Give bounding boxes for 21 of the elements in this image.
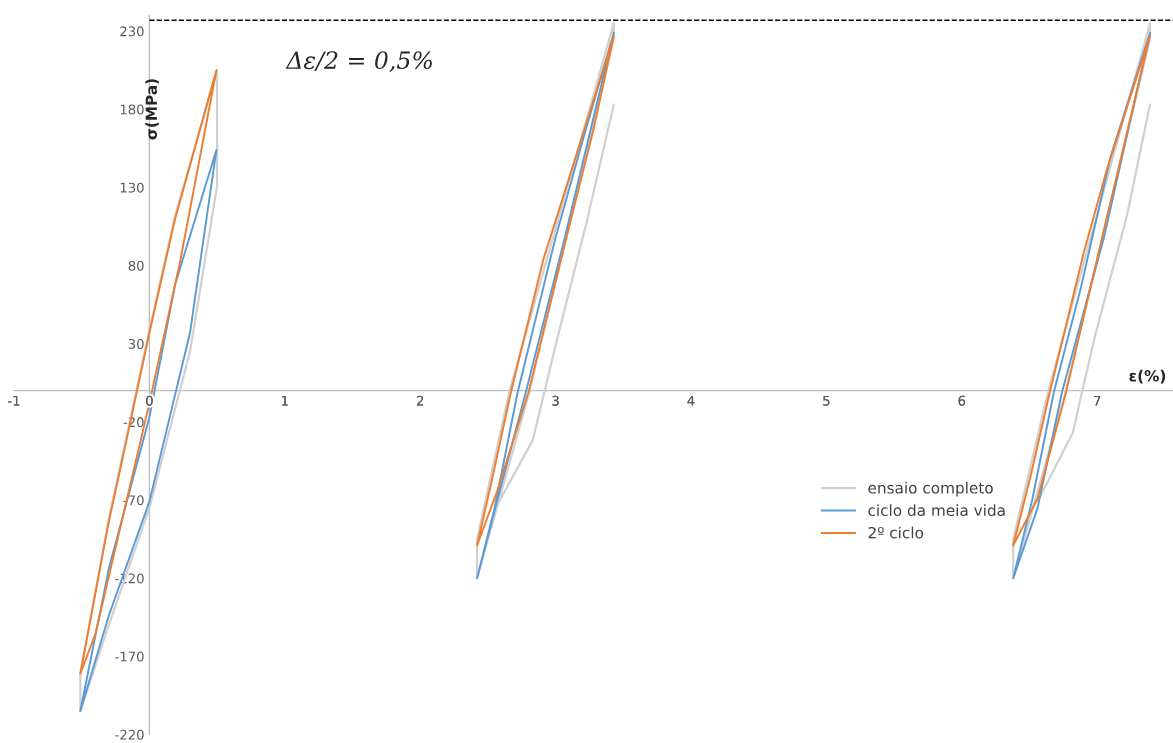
x-tick-label: 5: [823, 395, 830, 406]
legend-label: ensaio completo: [868, 481, 993, 497]
x-tick-label: 6: [958, 395, 966, 406]
x-tick-label: 1: [282, 395, 288, 406]
x-tick-label: 3: [552, 395, 559, 406]
y-axis-title: σ(MPa): [145, 79, 159, 140]
y-tick-label: 180: [120, 104, 144, 115]
y-tick-label: 130: [120, 182, 144, 193]
legend-label: ciclo da meia vida: [868, 504, 1005, 517]
y-tick-label: 30: [128, 338, 144, 349]
x-tick-label: 4: [687, 395, 695, 406]
x-tick-label: -1: [8, 395, 20, 406]
legend-label: 2º ciclo: [868, 526, 924, 539]
annotation: Δε/2 = 0,5%: [285, 51, 432, 72]
x-tick-label: 2: [416, 395, 424, 406]
x-axis-title: ε(%): [1129, 369, 1166, 384]
y-tick-label: -220: [115, 729, 144, 740]
y-tick-label: 230: [120, 26, 144, 37]
y-tick-label: -170: [115, 651, 144, 662]
y-tick-label: 80: [128, 260, 144, 271]
x-tick-label: 7: [1094, 395, 1101, 406]
